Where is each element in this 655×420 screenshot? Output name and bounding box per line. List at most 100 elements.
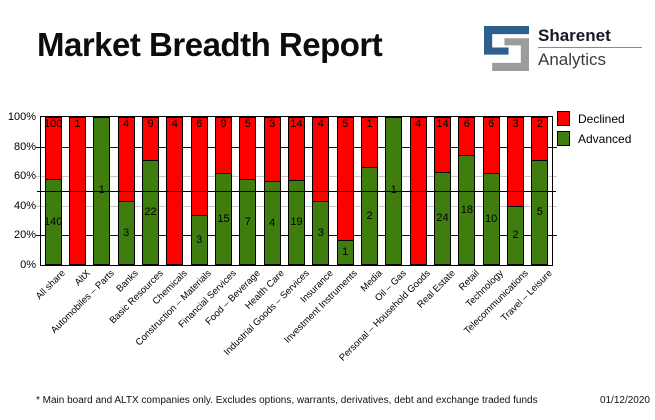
y-axis-tick-label: 0%	[20, 259, 36, 271]
declined-value-label: 5	[342, 118, 349, 130]
declined-value-label: 1	[366, 118, 373, 130]
advanced-value-label: 15	[217, 213, 230, 225]
declined-value-label: 100	[43, 118, 63, 130]
footer: * Main board and ALTX companies only. Ex…	[36, 395, 650, 406]
advanced-value-label: 1	[390, 184, 397, 196]
declined-value-label: 6	[463, 118, 470, 130]
segment-declined	[265, 118, 280, 181]
sharenet-logo-text: Sharenet Analytics	[538, 26, 642, 69]
page-title: Market Breadth Report	[37, 26, 383, 63]
bar-Basic Resources	[142, 117, 159, 265]
declined-value-label: 14	[290, 118, 303, 130]
advanced-value-label: 22	[144, 206, 157, 218]
segment-advanced	[459, 155, 474, 264]
segment-declined	[216, 118, 231, 173]
segment-advanced	[338, 240, 353, 264]
declined-value-label: 3	[269, 118, 276, 130]
segment-declined	[289, 118, 304, 180]
segment-declined	[143, 118, 158, 160]
y-tick-right	[553, 235, 557, 236]
advanced-value-label: 2	[366, 210, 373, 222]
advanced-swatch-icon	[557, 131, 570, 146]
segment-declined	[46, 118, 61, 179]
declined-value-label: 4	[171, 118, 178, 130]
advanced-value-label: 3	[317, 227, 324, 239]
segment-declined	[313, 118, 328, 201]
sharenet-logo: Sharenet Analytics	[484, 26, 642, 71]
y-axis-tick-label: 80%	[13, 141, 36, 153]
advanced-value-label: 24	[436, 212, 449, 224]
y-tick-left	[36, 235, 40, 236]
declined-value-label: 14	[436, 118, 449, 130]
y-axis-tick-label: 60%	[13, 170, 36, 182]
segment-declined	[240, 118, 255, 179]
advanced-value-label: 1	[342, 246, 349, 258]
segment-declined	[362, 118, 377, 167]
segment-declined	[192, 118, 207, 215]
legend-label: Declined	[578, 111, 625, 126]
declined-value-label: 6	[488, 118, 495, 130]
declined-value-label: 4	[415, 118, 422, 130]
segment-advanced	[240, 179, 255, 264]
declined-value-label: 4	[317, 118, 324, 130]
legend-item-declined: Declined	[557, 111, 631, 126]
segment-advanced	[484, 173, 499, 264]
advanced-value-label: 19	[290, 216, 303, 228]
segment-advanced	[532, 160, 547, 264]
logo-brand-text: Sharenet	[538, 26, 611, 45]
segment-advanced	[46, 179, 61, 264]
bar-Insurance	[312, 117, 329, 265]
segment-declined	[508, 118, 523, 206]
y-tick-right	[553, 147, 557, 148]
gridline-50	[37, 191, 556, 192]
legend-item-advanced: Advanced	[557, 131, 631, 146]
segment-declined	[459, 118, 474, 155]
segment-declined	[119, 118, 134, 201]
advanced-value-label: 3	[123, 227, 130, 239]
segment-advanced	[313, 201, 328, 264]
advanced-value-label: 10	[485, 213, 498, 225]
declined-value-label: 4	[123, 118, 130, 130]
segment-declined	[338, 118, 353, 240]
legend-label: Advanced	[578, 131, 632, 146]
y-tick-right	[553, 206, 557, 207]
advanced-value-label: 7	[244, 216, 251, 228]
advanced-value-label: 4	[269, 217, 276, 229]
y-tick-left	[36, 176, 40, 177]
segment-advanced	[216, 173, 231, 264]
segment-advanced	[289, 180, 304, 264]
segment-advanced	[143, 160, 158, 264]
declined-value-label: 9	[220, 118, 227, 130]
y-tick-left	[36, 206, 40, 207]
advanced-value-label: 140	[43, 216, 63, 228]
declined-value-label: 3	[512, 118, 519, 130]
y-axis-tick-label: 20%	[13, 229, 36, 241]
declined-value-label: 9	[147, 118, 154, 130]
declined-value-label: 2	[536, 118, 543, 130]
advanced-value-label: 18	[460, 204, 473, 216]
segment-declined	[532, 118, 547, 160]
segment-advanced	[119, 201, 134, 264]
advanced-value-label: 3	[196, 234, 203, 246]
advanced-value-label: 5	[536, 206, 543, 218]
logo-divider	[538, 47, 642, 48]
segment-declined	[435, 118, 450, 172]
advanced-value-label: 1	[98, 184, 105, 196]
declined-value-label: 6	[196, 118, 203, 130]
declined-swatch-icon	[557, 111, 570, 126]
y-tick-left	[36, 147, 40, 148]
declined-value-label: 5	[244, 118, 251, 130]
y-axis-tick-label: 100%	[7, 111, 36, 123]
sharenet-logo-icon	[484, 26, 529, 71]
footnote-text: * Main board and ALTX companies only. Ex…	[36, 395, 538, 406]
chart-legend: Declined Advanced	[557, 111, 631, 151]
advanced-value-label: 2	[512, 229, 519, 241]
segment-declined	[484, 118, 499, 173]
logo-sub-text: Analytics	[538, 50, 607, 69]
y-axis-tick-label: 40%	[13, 200, 36, 212]
segment-advanced	[435, 172, 450, 264]
report-date: 01/12/2020	[599, 395, 650, 406]
segment-advanced	[192, 215, 207, 264]
